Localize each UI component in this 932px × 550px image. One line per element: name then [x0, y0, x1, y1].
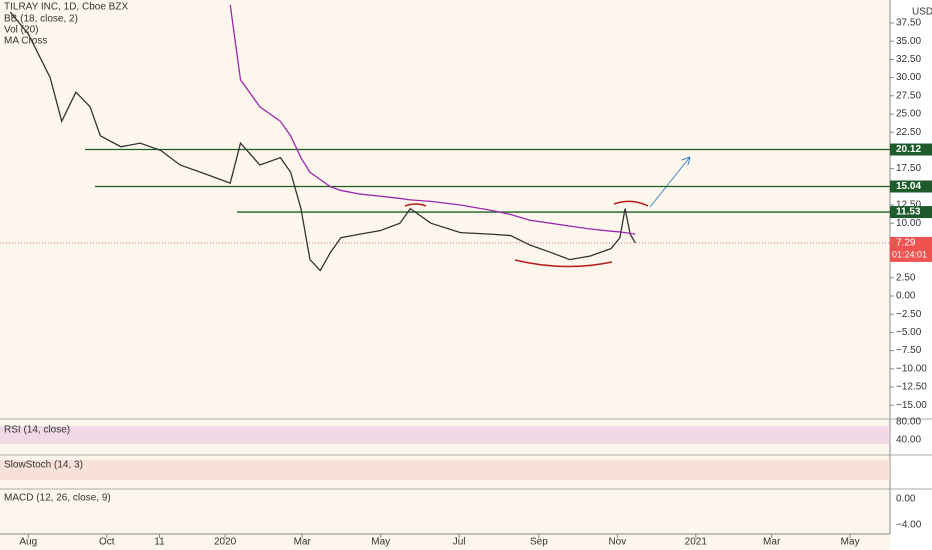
y-tick-label: 37.50: [896, 18, 921, 29]
level-label: 15.04: [896, 181, 921, 192]
y-tick-label: 27.50: [896, 90, 921, 101]
x-tick-label: 11: [154, 537, 165, 548]
x-tick-label: Jul: [453, 537, 466, 548]
y-tick-label: −5.00: [896, 327, 922, 338]
y-tick-label: 22.50: [896, 127, 921, 138]
currency-label: USD: [912, 7, 932, 18]
last-price-box: [890, 236, 932, 262]
y-tick-label: −10.00: [896, 363, 927, 374]
last-price-label: 7.29: [896, 238, 916, 249]
level-label-box: [890, 206, 932, 219]
y-tick-label: 10.00: [896, 218, 921, 229]
countdown-label: 01:24:01: [892, 249, 927, 259]
annotation-arc: [514, 259, 613, 268]
y-tick-label: −15.00: [896, 400, 927, 411]
price-line: [229, 4, 636, 235]
pane-tick: 0.00: [896, 494, 916, 505]
stoch-band: [0, 460, 890, 480]
chart-title: TILRAY INC, 1D, Cboe BZX: [4, 2, 128, 13]
y-tick-label: −12.50: [896, 382, 927, 393]
rsi-band: [0, 426, 890, 444]
y-tick-label: 35.00: [896, 36, 921, 47]
x-tick-label: 2020: [214, 537, 237, 548]
x-tick-label: Mar: [763, 537, 781, 548]
y-tick-label: 17.50: [896, 163, 921, 174]
x-tick-label: May: [371, 537, 390, 548]
pane-tick: 40.00: [896, 435, 921, 446]
y-tick-label: 12.50: [896, 200, 921, 211]
y-tick-label: −2.50: [896, 309, 922, 320]
x-tick-label: Aug: [19, 537, 37, 548]
pane-tick: −4.00: [896, 520, 922, 531]
annotation-arc: [404, 203, 427, 207]
pane-title: RSI (14, close): [4, 425, 70, 436]
price-axis-background: [890, 0, 932, 550]
level-label-box: [890, 180, 932, 193]
arrow-head: [681, 156, 691, 166]
level-label-box: [890, 143, 932, 156]
x-tick-label: Nov: [608, 537, 626, 548]
x-tick-label: 2021: [685, 537, 708, 548]
x-tick-label: Mar: [294, 537, 312, 548]
x-tick-label: May: [841, 537, 860, 548]
y-tick-label: 2.50: [896, 272, 916, 283]
indicator-label: MA Cross: [4, 36, 47, 47]
y-tick-label: 30.00: [896, 72, 921, 83]
pane-title: MACD (12, 26, close, 9): [4, 493, 111, 504]
plot-background: [0, 0, 890, 550]
level-label: 11.53: [896, 207, 921, 218]
y-tick-label: 0.00: [896, 291, 916, 302]
pane-tick: 80.00: [896, 417, 921, 428]
price-line: [9, 11, 636, 272]
indicator-label: Vol (20): [4, 25, 38, 36]
y-tick-label: −7.50: [896, 345, 922, 356]
x-tick-label: Sep: [530, 537, 548, 548]
y-tick-label: 25.00: [896, 109, 921, 120]
pane-title: SlowStoch (14, 3): [4, 460, 83, 471]
indicator-label: BB (18, close, 2): [4, 14, 78, 25]
annotation-arc: [613, 200, 649, 207]
y-tick-label: 32.50: [896, 54, 921, 65]
x-tick-label: Oct: [99, 537, 115, 548]
trend-arrow: [649, 156, 691, 208]
level-label: 20.12: [896, 144, 921, 155]
